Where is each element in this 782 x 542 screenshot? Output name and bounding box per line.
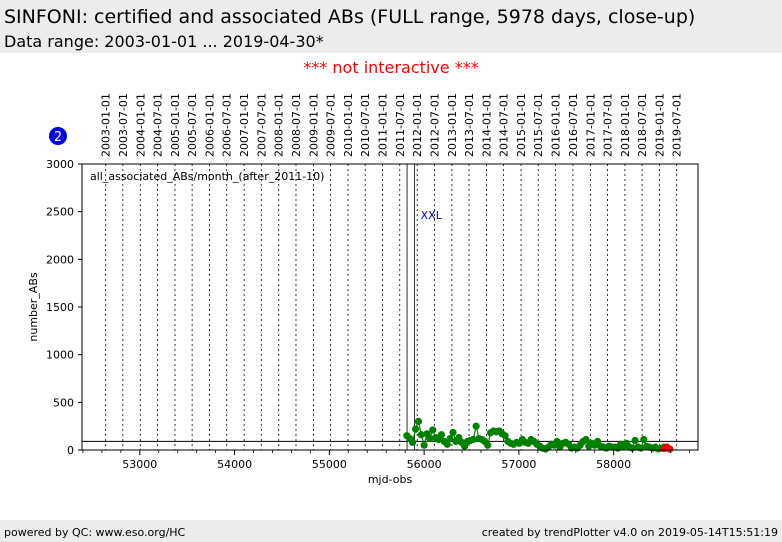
data-point [417, 431, 425, 439]
y-tick-label: 500 [53, 396, 74, 409]
date-tick-label: 2017-01-01 [584, 93, 597, 157]
reference-lines: XXL [82, 164, 698, 450]
page-number-badge[interactable]: 2 [49, 127, 67, 145]
not-interactive-notice: *** not interactive *** [303, 58, 479, 77]
date-tick-label: 2016-07-01 [567, 93, 580, 157]
data-point [420, 441, 428, 449]
y-tick-label: 1000 [46, 349, 74, 362]
data-point [582, 435, 590, 444]
data-point [443, 440, 451, 448]
date-tick-label: 2013-01-01 [446, 93, 459, 157]
event-label: XXL [421, 209, 443, 222]
y-axis-label: number_ABs [27, 272, 40, 342]
date-tick-label: 2014-07-01 [498, 93, 511, 157]
date-tick-label: 2011-01-01 [377, 93, 390, 157]
data-point [437, 431, 446, 439]
data-point [469, 435, 477, 444]
date-tick-label: 2015-01-01 [515, 93, 528, 157]
data-point [446, 434, 454, 443]
data-point [666, 445, 674, 453]
date-tick-label: 2015-07-01 [532, 93, 545, 157]
powered-by-link[interactable]: powered by QC: www.eso.org/HC [4, 526, 186, 539]
data-point [631, 436, 639, 445]
date-tick-label: 2003-01-01 [100, 93, 113, 157]
data-point [484, 441, 492, 449]
date-tick-label: 2019-01-01 [654, 93, 667, 157]
date-tick-label: 2012-07-01 [428, 93, 441, 157]
data-point [409, 438, 417, 446]
data-point [429, 426, 437, 434]
badge-label[interactable]: 2 [54, 130, 62, 145]
data-point [553, 437, 561, 446]
x-axis-label: mjd-obs [368, 473, 413, 486]
grid [105, 164, 678, 450]
data-point [640, 435, 648, 444]
date-tick-label: 2013-07-01 [463, 93, 476, 157]
data-point [501, 432, 509, 440]
date-tick-label: 2014-01-01 [480, 93, 493, 157]
date-tick-label: 2017-07-01 [601, 93, 614, 157]
date-tick-label: 2008-01-01 [273, 93, 286, 157]
y-tick-label: 1500 [46, 301, 74, 314]
date-tick-label: 2007-07-01 [255, 93, 268, 157]
date-tick-label: 2005-07-01 [186, 93, 199, 157]
x-tick-label: 54000 [217, 458, 252, 471]
page-title: SINFONI: certified and associated ABs (F… [4, 6, 696, 28]
date-tick-label: 2004-07-01 [152, 93, 165, 157]
date-tick-label: 2003-07-01 [117, 93, 130, 157]
y-tick-label: 2000 [46, 253, 74, 266]
header-bar: SINFONI: certified and associated ABs (F… [0, 0, 782, 53]
date-tick-label: 2007-01-01 [238, 93, 251, 157]
date-tick-label: 2016-01-01 [550, 93, 563, 157]
data-point [472, 422, 480, 430]
date-tick-label: 2010-07-01 [359, 93, 372, 157]
data-points [403, 417, 674, 453]
date-tick-label: 2006-01-01 [204, 93, 217, 157]
legend-text: all_associated_ABs/month_(after_2011-10) [90, 170, 324, 183]
created-by-text: created by trendPlotter v4.0 on 2019-05-… [481, 526, 778, 539]
date-tick-label: 2005-01-01 [169, 93, 182, 157]
date-tick-label: 2009-07-01 [325, 93, 338, 157]
date-tick-label: 2008-07-01 [290, 93, 303, 157]
y-tick-label: 0 [67, 444, 74, 457]
data-point [426, 434, 434, 443]
data-point [414, 417, 423, 425]
date-tick-label: 2018-01-01 [619, 93, 632, 157]
date-tick-label: 2018-07-01 [636, 93, 649, 157]
plot-frame [81, 163, 699, 451]
data-point [411, 425, 420, 433]
x-tick-label: 53000 [122, 458, 157, 471]
x-tick-label: 58000 [596, 458, 631, 471]
data-point [449, 428, 457, 436]
x-tick-label: 56000 [407, 458, 442, 471]
date-tick-label: 2010-01-01 [342, 93, 355, 157]
axes: 2003-01-01 2003-07-01 2004-01-01 2004-07-01… [46, 93, 690, 471]
x-tick-label: 57000 [501, 458, 536, 471]
date-tick-label: 2011-07-01 [394, 93, 407, 157]
x-tick-label: 55000 [312, 458, 347, 471]
date-tick-label: 2004-01-01 [134, 93, 147, 157]
date-tick-label: 2019-07-01 [671, 93, 684, 157]
y-tick-label: 3000 [46, 158, 74, 171]
badge-circle[interactable] [49, 127, 67, 145]
data-range-subtitle: Data range: 2003-01-01 ... 2019-04-30* [4, 32, 324, 51]
y-tick-label: 2500 [46, 206, 74, 219]
date-tick-label: 2009-01-01 [307, 93, 320, 157]
date-tick-label: 2012-01-01 [411, 93, 424, 157]
footer-bar: powered by QC: www.eso.org/HC created by… [0, 520, 782, 542]
scatter-chart: 2 XXL 2003-01-01 2003-07-01 2004-01-01 2004… [27, 93, 699, 486]
date-tick-label: 2006-07-01 [221, 93, 234, 157]
